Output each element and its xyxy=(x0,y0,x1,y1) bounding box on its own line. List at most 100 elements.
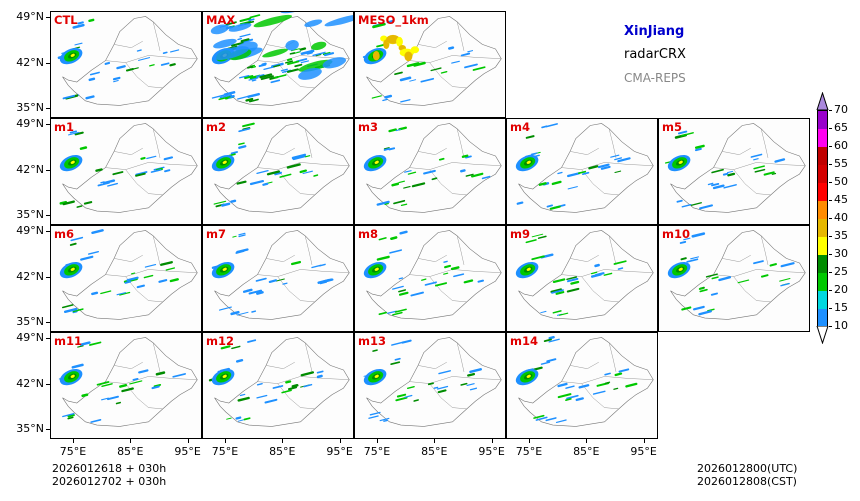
prefecture-border xyxy=(733,276,771,303)
colorbar-label: 20 xyxy=(834,283,848,296)
panel-label: m1 xyxy=(54,120,74,134)
colorbar-segment xyxy=(817,128,828,147)
echo-streak xyxy=(551,289,564,294)
prefecture-border xyxy=(722,147,751,155)
echo-streak xyxy=(239,33,251,38)
echo-streak xyxy=(294,63,303,68)
prefecture-border xyxy=(152,235,161,265)
echo-streak xyxy=(247,339,257,343)
echo-streak xyxy=(69,130,78,134)
echo-streak xyxy=(465,155,472,159)
init-time-cst: 2026012702 + 030h xyxy=(52,475,167,488)
echo-streak xyxy=(279,173,292,178)
echo-streak xyxy=(155,371,166,376)
echo-cell xyxy=(70,160,75,164)
y-tick-label: 42°N xyxy=(16,55,44,69)
panel-map xyxy=(515,230,654,320)
province-border xyxy=(62,123,198,213)
echo-streak xyxy=(558,312,569,316)
echo-streak xyxy=(531,152,538,155)
panel-label: MESO_1km xyxy=(358,13,429,27)
echo-streak xyxy=(107,182,119,187)
prefecture-border xyxy=(581,276,619,303)
echo-streak xyxy=(552,310,562,314)
y-tick-mark xyxy=(46,338,50,340)
echo-streak xyxy=(376,200,390,206)
echo-streak xyxy=(392,285,404,290)
echo-streak xyxy=(238,127,251,133)
echo-streak xyxy=(695,144,705,149)
colorbar-segment xyxy=(817,272,828,291)
echo-streak xyxy=(112,171,124,176)
echo-streak xyxy=(557,171,563,175)
echo-streak xyxy=(262,182,269,186)
y-tick-label: 42°N xyxy=(16,269,44,283)
panel-map xyxy=(208,337,350,427)
province-border xyxy=(518,123,654,213)
echo-streak xyxy=(437,389,447,394)
colorbar-tick xyxy=(829,236,832,237)
prefecture-border xyxy=(105,269,198,277)
echo-streak xyxy=(316,370,324,374)
prefecture-border xyxy=(257,162,350,170)
province-border xyxy=(518,337,654,427)
echo-streak xyxy=(540,361,551,365)
echo-streak xyxy=(578,170,587,175)
echo-area xyxy=(304,19,323,27)
echo-streak xyxy=(67,416,74,420)
echo-streak xyxy=(77,345,84,348)
echo-streak xyxy=(89,71,100,76)
y-tick-label: 49°N xyxy=(16,117,44,131)
echo-streak xyxy=(407,171,417,175)
echo-streak xyxy=(371,95,382,99)
echo-cell xyxy=(374,160,379,164)
echo-streak xyxy=(256,291,264,295)
y-tick-label: 49°N xyxy=(16,331,44,345)
echo-streak xyxy=(436,385,449,390)
panel-map xyxy=(664,123,806,213)
panel-label: m12 xyxy=(206,334,234,348)
echo-streak xyxy=(302,170,313,175)
echo-streak xyxy=(430,67,442,72)
echo-cell xyxy=(404,51,413,62)
echo-streak xyxy=(299,169,308,174)
echo-streak xyxy=(221,202,231,207)
echo-streak xyxy=(79,146,88,150)
echo-cell xyxy=(222,374,227,378)
echo-area xyxy=(213,38,237,49)
echo-streak xyxy=(384,94,393,99)
panel-label: m8 xyxy=(358,227,378,241)
echo-streak xyxy=(131,272,136,275)
echo-streak xyxy=(244,75,254,80)
echo-streak xyxy=(300,371,315,377)
echo-streak xyxy=(96,381,110,386)
echo-streak xyxy=(270,79,281,84)
echo-streak xyxy=(481,175,491,180)
echo-streak xyxy=(565,398,572,401)
prefecture-border xyxy=(456,342,465,372)
colorbar-label: 55 xyxy=(834,157,848,170)
prefecture-border xyxy=(277,383,315,410)
echo-streak xyxy=(304,155,311,158)
echo-streak xyxy=(614,157,623,161)
echo-streak xyxy=(290,48,300,52)
prefecture-border xyxy=(713,162,806,170)
echo-streak xyxy=(232,235,237,238)
echo-cell xyxy=(374,374,379,378)
echo-streak xyxy=(74,131,84,136)
prefecture-border xyxy=(418,147,447,155)
echo-streak xyxy=(219,306,232,311)
echo-streak xyxy=(726,170,734,174)
echo-streak xyxy=(273,64,281,68)
echo-streak xyxy=(113,79,119,83)
prefecture-border xyxy=(608,235,617,265)
panel-label: m7 xyxy=(206,227,226,241)
panel-label: m14 xyxy=(510,334,538,348)
x-tick-label: 75°E xyxy=(59,445,87,458)
echo-streak xyxy=(464,63,478,69)
echo-streak xyxy=(570,280,580,285)
echo-streak xyxy=(537,235,547,239)
echo-streak xyxy=(531,233,544,238)
echo-streak xyxy=(324,52,335,57)
echo-streak xyxy=(566,276,578,281)
